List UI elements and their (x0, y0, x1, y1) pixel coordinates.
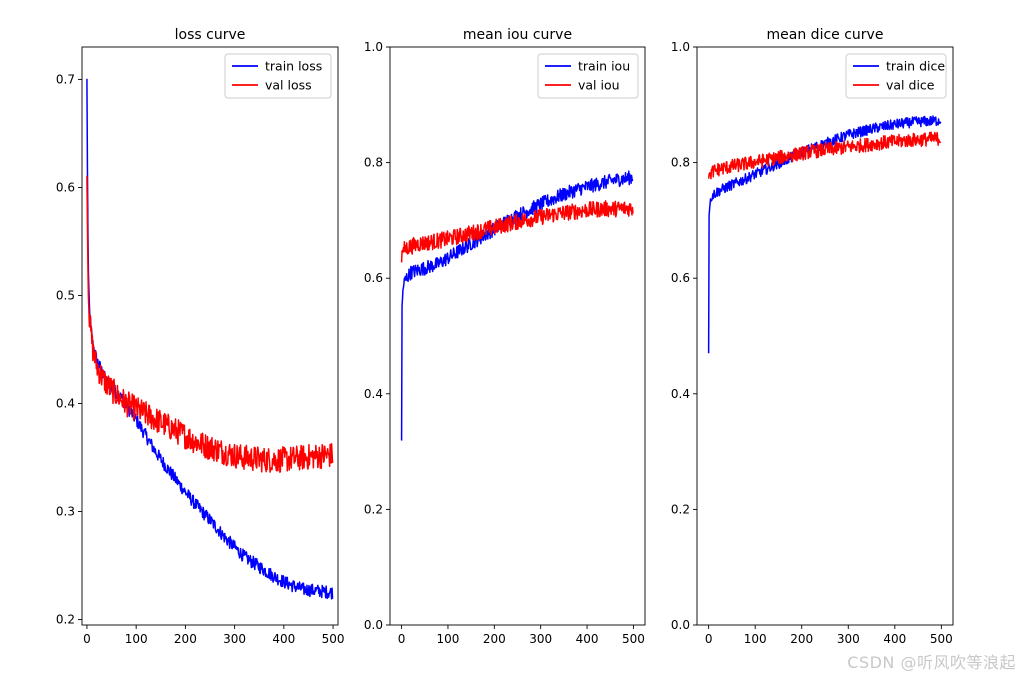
y-tick-label: 0.3 (56, 505, 75, 519)
watermark: CSDN @听风吹等浪起 (847, 653, 1016, 672)
axes-frame (81, 46, 339, 626)
chart-panel-1: loss curve 0 100 200 300 400 500 0.2 0.3 0.4 0.5 0.… (56, 27, 345, 646)
legend-label: val iou (578, 78, 620, 93)
legend: train loss val loss (224, 53, 332, 99)
legend-label: train iou (578, 59, 630, 74)
x-tick-label: 300 (529, 632, 552, 646)
x-tick-label: 300 (223, 632, 246, 646)
x-tick-label: 500 (322, 632, 345, 646)
y-tick-label: 0.4 (56, 397, 75, 411)
series-line-train-dice (707, 115, 942, 354)
legend-label: val dice (886, 78, 935, 93)
chart-panel-3: mean dice curve 0 100 200 300 400 500 0.0 0.2 0.4… (671, 27, 954, 646)
x-tick-label: 400 (272, 632, 295, 646)
legend-label: train loss (265, 59, 322, 74)
axes-frame (696, 46, 954, 626)
y-tick-label: 0.0 (364, 618, 383, 632)
y-tick-label: 0.6 (364, 271, 383, 285)
y-tick-label: 0.4 (364, 387, 383, 401)
series-line-val-loss (86, 175, 334, 474)
x-tick-label: 0 (83, 632, 91, 646)
x-tick-label: 500 (930, 632, 953, 646)
x-tick-label: 100 (744, 632, 767, 646)
y-tick-label: 0.0 (671, 618, 690, 632)
x-tick-label: 400 (576, 632, 599, 646)
x-tick-label: 200 (174, 632, 197, 646)
legend-label: train dice (886, 59, 945, 74)
y-tick-label: 0.8 (671, 156, 690, 170)
x-tick-label: 400 (883, 632, 906, 646)
legend-label: val loss (265, 78, 312, 93)
legend-box (845, 53, 947, 99)
x-tick-label: 200 (483, 632, 506, 646)
y-tick-label: 0.8 (364, 156, 383, 170)
series-line-train-loss (86, 78, 334, 600)
series-line-val-dice (707, 131, 942, 180)
y-tick-label: 1.0 (671, 40, 690, 54)
x-tick-label: 100 (125, 632, 148, 646)
series-line-train-iou (400, 170, 634, 441)
chart-title: loss curve (175, 27, 246, 43)
series-line-val-iou (400, 200, 634, 263)
chart-panel-2: mean iou curve 0 100 200 300 400 500 0.0 0.2 0.4 0… (364, 27, 646, 646)
y-tick-label: 0.2 (671, 502, 690, 516)
legend: train iou val iou (537, 53, 639, 99)
y-tick-label: 0.2 (56, 613, 75, 627)
y-tick-label: 0.6 (671, 271, 690, 285)
x-tick-label: 500 (622, 632, 645, 646)
x-tick-label: 300 (837, 632, 860, 646)
x-tick-label: 0 (398, 632, 406, 646)
axes-frame (389, 46, 646, 626)
x-tick-label: 100 (437, 632, 460, 646)
legend: train dice val dice (845, 53, 947, 99)
y-tick-label: 0.4 (671, 387, 690, 401)
y-tick-label: 0.6 (56, 180, 75, 194)
legend-box (224, 53, 332, 99)
y-tick-label: 1.0 (364, 40, 383, 54)
chart-title: mean dice curve (767, 27, 884, 43)
x-tick-label: 0 (705, 632, 713, 646)
chart-title: mean iou curve (463, 27, 572, 43)
legend-box (537, 53, 639, 99)
y-tick-label: 0.5 (56, 288, 75, 302)
y-tick-label: 0.7 (56, 72, 75, 86)
y-tick-label: 0.2 (364, 502, 383, 516)
x-tick-label: 200 (790, 632, 813, 646)
